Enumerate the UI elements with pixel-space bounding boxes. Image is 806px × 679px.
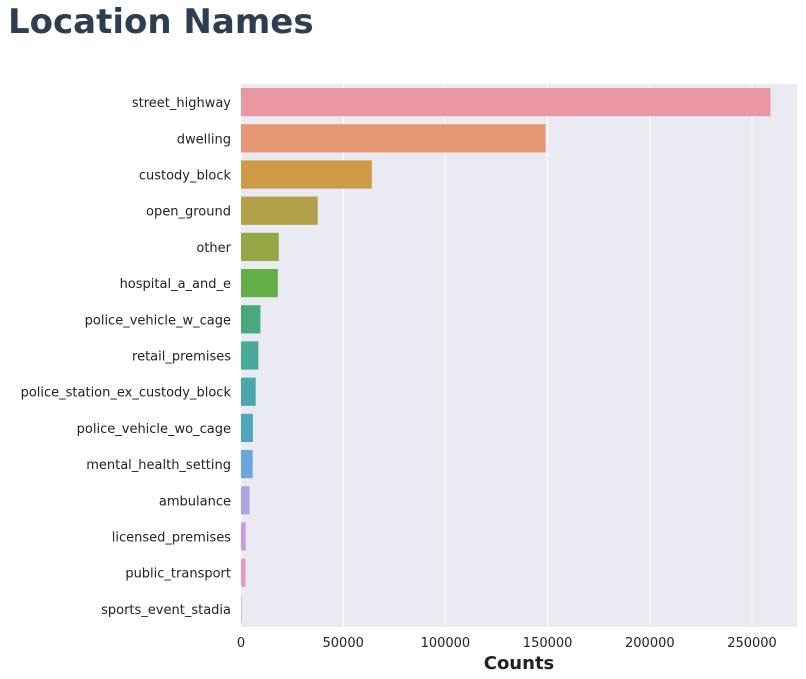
y-tick-label: sports_event_stadia bbox=[101, 603, 231, 618]
x-tick-label: 100000 bbox=[421, 636, 471, 651]
x-tick-label: 50000 bbox=[323, 636, 364, 651]
x-tick-label: 0 bbox=[237, 636, 245, 651]
bar-custody-block bbox=[241, 160, 372, 189]
category-labels: street_highway dwelling custody_block open_… bbox=[21, 96, 232, 618]
bar-sports-event-stadia bbox=[241, 594, 242, 624]
y-tick-label: ambulance bbox=[159, 494, 231, 509]
bars bbox=[241, 87, 771, 624]
bar-police-vehicle-w-cage bbox=[241, 305, 261, 334]
x-axis-title: Counts bbox=[484, 653, 555, 674]
bar-street-highway bbox=[241, 87, 771, 117]
x-tick-label: 200000 bbox=[625, 636, 675, 651]
y-tick-label: custody_block bbox=[139, 169, 232, 184]
bar-dwelling bbox=[241, 124, 546, 153]
x-tick-labels: 0 50000 100000 150000 200000 250000 bbox=[237, 636, 777, 651]
y-tick-label: police_station_ex_custody_block bbox=[21, 386, 232, 401]
y-tick-label: open_ground bbox=[146, 205, 231, 220]
y-tick-label: police_vehicle_w_cage bbox=[85, 313, 231, 328]
y-tick-label: police_vehicle_wo_cage bbox=[77, 422, 231, 437]
y-tick-label: mental_health_setting bbox=[86, 458, 231, 473]
y-tick-label: retail_premises bbox=[132, 350, 231, 365]
bar-licensed-premises bbox=[241, 522, 246, 551]
y-tick-label: dwelling bbox=[177, 132, 231, 147]
y-tick-label: public_transport bbox=[125, 567, 231, 582]
x-tick-label: 250000 bbox=[727, 636, 777, 651]
y-tick-label: hospital_a_and_e bbox=[120, 277, 231, 292]
bar-police-station-ex-custody-block bbox=[241, 377, 256, 406]
bar-hospital-a-and-e bbox=[241, 268, 278, 298]
bar-mental-health-setting bbox=[241, 449, 253, 479]
bar-open-ground bbox=[241, 196, 318, 225]
y-tick-label: street_highway bbox=[132, 96, 231, 111]
bar-retail-premises bbox=[241, 341, 259, 370]
bar-public-transport bbox=[241, 558, 246, 587]
bar-ambulance bbox=[241, 486, 250, 515]
chart-title: Location Names bbox=[8, 2, 314, 42]
bar-police-vehicle-wo-cage bbox=[241, 413, 253, 443]
bar-other bbox=[241, 232, 279, 262]
y-tick-label: licensed_premises bbox=[112, 531, 231, 546]
y-tick-label: other bbox=[196, 241, 231, 256]
x-tick-label: 150000 bbox=[523, 636, 573, 651]
